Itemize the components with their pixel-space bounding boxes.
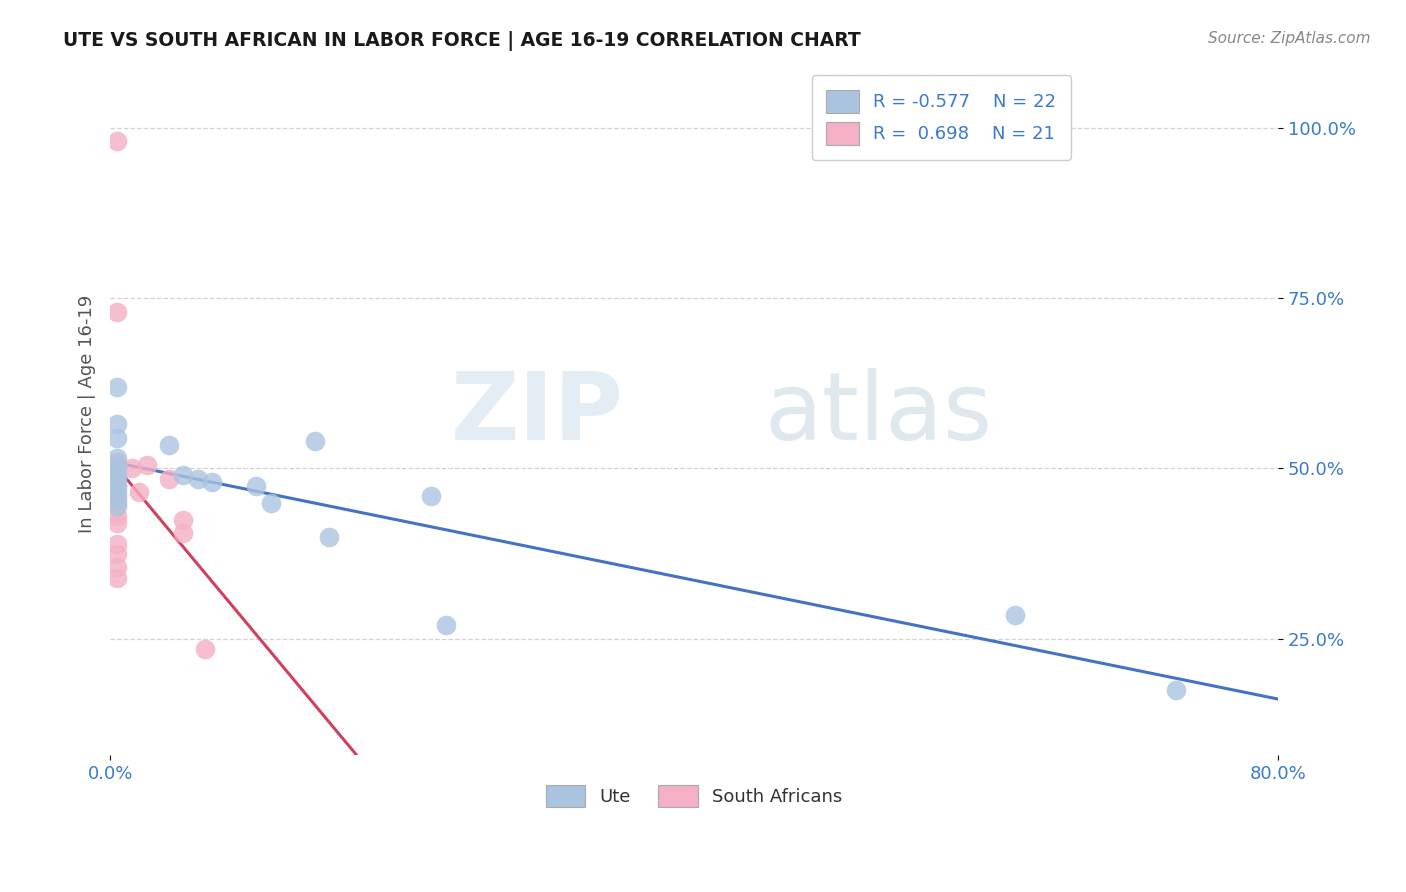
Point [107,489,129,503]
Point [107,478,129,492]
Point [107,492,129,507]
Point [107,461,129,475]
Text: atlas: atlas [765,368,993,460]
Legend: Ute, South Africans: Ute, South Africans [538,778,849,814]
Point [107,134,129,148]
Point [107,472,129,486]
Point [107,547,129,561]
Point [304,434,326,449]
Text: Source: ZipAtlas.com: Source: ZipAtlas.com [1208,31,1371,46]
Point [107,417,129,432]
Point [107,499,129,513]
Point [260,495,283,509]
Point [135,458,157,472]
Point [172,526,194,541]
Point [107,468,129,483]
Point [194,642,217,657]
Point [1004,608,1026,623]
Point [107,485,129,500]
Point [107,571,129,585]
Point [107,509,129,524]
Point [172,513,194,527]
Point [157,437,180,451]
Point [107,478,129,492]
Point [187,472,209,486]
Point [434,618,457,632]
Point [420,489,443,503]
Point [107,455,129,469]
Point [107,560,129,574]
Point [172,468,194,483]
Point [245,478,267,492]
Point [121,461,143,475]
Point [107,495,129,509]
Point [1164,683,1187,698]
Point [107,465,129,479]
Point [107,458,129,472]
Y-axis label: In Labor Force | Age 16-19: In Labor Force | Age 16-19 [79,295,96,533]
Point [107,431,129,445]
Point [157,472,180,486]
Point [107,516,129,530]
Point [107,536,129,550]
Point [128,485,150,500]
Text: UTE VS SOUTH AFRICAN IN LABOR FORCE | AGE 16-19 CORRELATION CHART: UTE VS SOUTH AFRICAN IN LABOR FORCE | AG… [63,31,860,51]
Point [107,379,129,393]
Point [107,451,129,466]
Text: ZIP: ZIP [451,368,624,460]
Point [318,530,340,544]
Point [201,475,224,490]
Point [107,304,129,318]
